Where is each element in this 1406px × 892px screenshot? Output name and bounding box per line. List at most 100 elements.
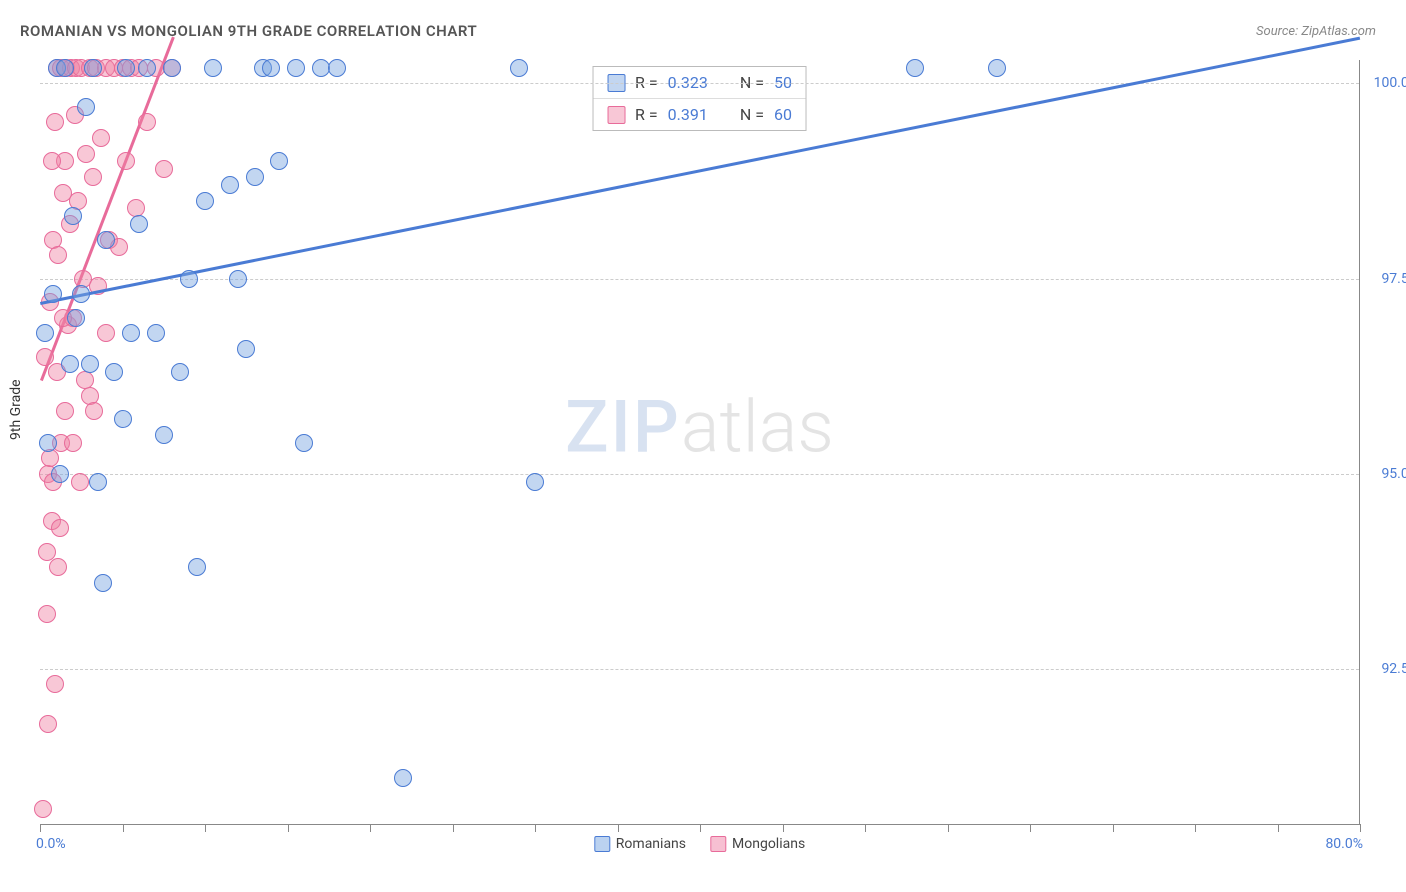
data-point <box>171 363 189 381</box>
ytick-label: 100.0% <box>1374 75 1406 91</box>
ytick-label: 95.0% <box>1381 466 1406 482</box>
legend-bottom: Romanians Mongolians <box>594 836 805 852</box>
xtick <box>1195 824 1196 832</box>
data-point <box>67 309 85 327</box>
xtick <box>370 824 371 832</box>
stat-n-value-mongolians: 60 <box>774 105 792 124</box>
gridline-h <box>40 669 1359 670</box>
data-point <box>51 519 69 537</box>
data-point <box>64 434 82 452</box>
data-point <box>97 324 115 342</box>
data-point <box>46 675 64 693</box>
data-point <box>38 543 56 561</box>
xtick <box>1113 824 1114 832</box>
gridline-h <box>40 474 1359 475</box>
data-point <box>34 800 52 818</box>
data-point <box>97 231 115 249</box>
stats-swatch-mongolians <box>607 106 625 124</box>
chart-container: ROMANIAN VS MONGOLIAN 9TH GRADE CORRELAT… <box>0 0 1406 892</box>
data-point <box>92 129 110 147</box>
data-point <box>49 246 67 264</box>
xtick <box>865 824 866 832</box>
data-point <box>147 324 165 342</box>
data-point <box>49 558 67 576</box>
data-point <box>510 59 528 77</box>
data-point <box>77 145 95 163</box>
data-point <box>76 371 94 389</box>
xtick <box>205 824 206 832</box>
xtick <box>1030 824 1031 832</box>
data-point <box>84 59 102 77</box>
legend-label-mongolians: Mongolians <box>732 836 805 852</box>
data-point <box>270 152 288 170</box>
data-point <box>89 473 107 491</box>
data-point <box>295 434 313 452</box>
data-point <box>328 59 346 77</box>
x-axis-max-label: 80.0% <box>1325 836 1363 852</box>
data-point <box>56 59 74 77</box>
data-point <box>138 59 156 77</box>
data-point <box>77 98 95 116</box>
data-point <box>56 402 74 420</box>
data-point <box>526 473 544 491</box>
data-point <box>39 434 57 452</box>
data-point <box>196 192 214 210</box>
data-point <box>51 465 69 483</box>
data-point <box>105 363 123 381</box>
data-point <box>229 270 247 288</box>
data-point <box>84 168 102 186</box>
x-axis-min-label: 0.0% <box>36 836 66 852</box>
xtick <box>288 824 289 832</box>
legend-item-mongolians: Mongolians <box>710 836 805 852</box>
data-point <box>71 473 89 491</box>
data-point <box>36 348 54 366</box>
data-point <box>117 152 135 170</box>
xtick <box>535 824 536 832</box>
legend-swatch-mongolians <box>710 836 726 852</box>
data-point <box>38 605 56 623</box>
plot-area: ZIPatlas R = 0.323 N = 50 R = 0.391 N = … <box>40 60 1360 825</box>
data-point <box>138 113 156 131</box>
data-point <box>36 324 54 342</box>
stat-n-label: N = <box>740 105 764 124</box>
watermark: ZIPatlas <box>565 384 834 469</box>
data-point <box>85 402 103 420</box>
data-point <box>246 168 264 186</box>
data-point <box>163 59 181 77</box>
data-point <box>43 152 61 170</box>
legend-item-romanians: Romanians <box>594 836 686 852</box>
data-point <box>117 59 135 77</box>
data-point <box>180 270 198 288</box>
xtick <box>123 824 124 832</box>
data-point <box>204 59 222 77</box>
legend-label-romanians: Romanians <box>616 836 686 852</box>
data-point <box>237 340 255 358</box>
stat-r-label: R = <box>635 105 658 124</box>
xtick <box>453 824 454 832</box>
data-point <box>287 59 305 77</box>
data-point <box>94 574 112 592</box>
data-point <box>122 324 140 342</box>
stat-r-value-mongolians: 0.391 <box>668 105 708 124</box>
legend-swatch-romanians <box>594 836 610 852</box>
xtick <box>948 824 949 832</box>
data-point <box>155 426 173 444</box>
data-point <box>81 355 99 373</box>
xtick <box>618 824 619 832</box>
gridline-h <box>40 83 1359 84</box>
xtick <box>783 824 784 832</box>
watermark-zip: ZIP <box>565 384 681 469</box>
ytick-label: 97.5% <box>1381 271 1406 287</box>
xtick <box>1360 824 1361 832</box>
data-point <box>130 215 148 233</box>
xtick <box>1278 824 1279 832</box>
data-point <box>114 410 132 428</box>
data-point <box>262 59 280 77</box>
xtick <box>700 824 701 832</box>
data-point <box>394 769 412 787</box>
data-point <box>188 558 206 576</box>
y-axis-label: 9th Grade <box>8 379 24 440</box>
xtick <box>40 824 41 832</box>
stats-legend-box: R = 0.323 N = 50 R = 0.391 N = 60 <box>592 66 807 131</box>
data-point <box>44 285 62 303</box>
